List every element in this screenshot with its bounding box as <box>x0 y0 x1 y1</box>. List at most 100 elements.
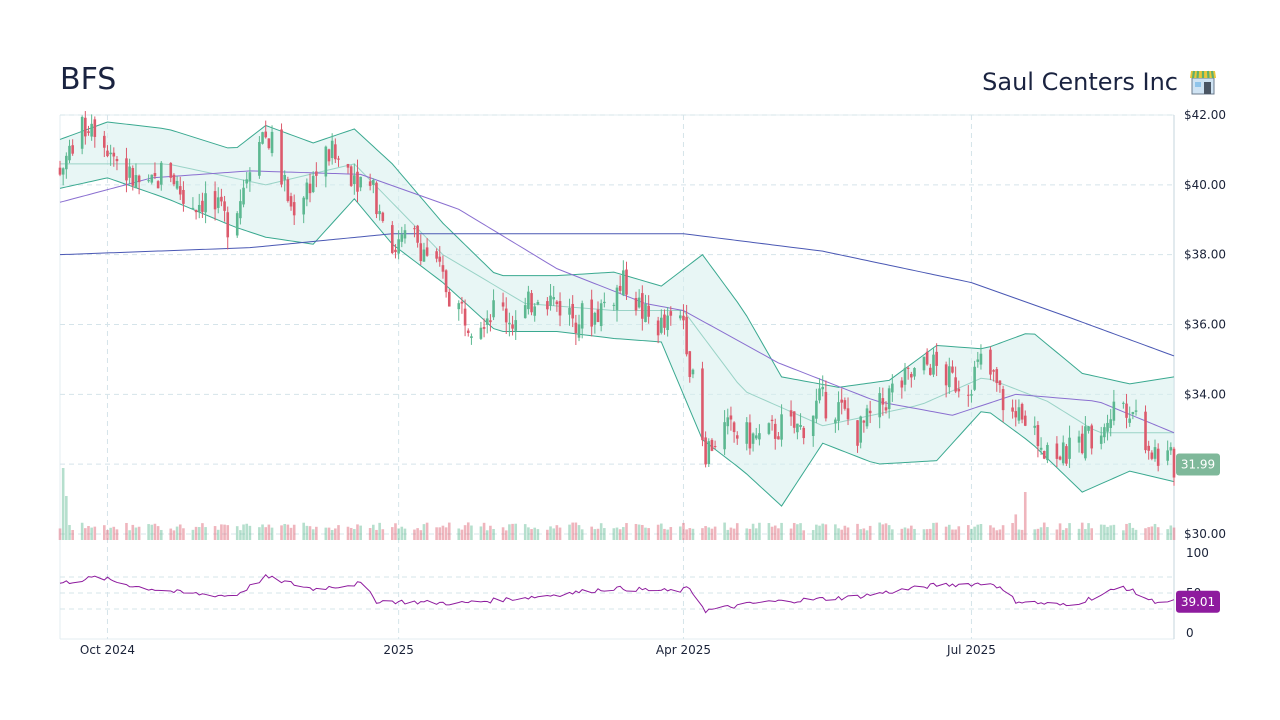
candle-body <box>843 400 847 409</box>
volume-bar <box>846 527 850 540</box>
volume-bar <box>419 530 423 540</box>
volume-bar <box>131 524 135 540</box>
price-tick-label: $36.00 <box>1184 318 1226 332</box>
candle-body <box>925 351 929 365</box>
volume-bar <box>887 525 891 540</box>
volume-bar <box>245 523 249 540</box>
volume-bar <box>929 528 932 540</box>
candle-body <box>353 175 356 185</box>
candle-body <box>603 301 606 304</box>
volume-bar <box>315 526 318 540</box>
volume-bar <box>337 525 340 540</box>
volume-bar <box>1080 522 1084 540</box>
volume-bar <box>1131 527 1135 540</box>
volume-bar <box>1058 523 1062 540</box>
volume-bar <box>637 524 641 540</box>
volume-bar <box>1033 529 1037 540</box>
candle-body <box>330 140 334 159</box>
candle-body <box>837 402 840 422</box>
candle-body <box>292 202 296 216</box>
rsi-value-label: 39.01 <box>1181 595 1215 609</box>
volume-bar <box>1011 522 1014 540</box>
candle-body <box>929 367 932 375</box>
candle-body <box>1109 419 1113 428</box>
volume-bar <box>682 522 685 540</box>
candle-body <box>1099 435 1103 444</box>
candle-body <box>1017 407 1021 421</box>
candle-body <box>678 315 682 319</box>
volume-bar <box>799 523 802 540</box>
volume-bar <box>549 526 552 540</box>
candle-body <box>368 181 372 186</box>
volume-bar <box>723 522 726 540</box>
candle-body <box>324 146 328 177</box>
volume-bar <box>1014 514 1018 540</box>
price-tick-label: $38.00 <box>1184 248 1226 262</box>
candle-body <box>799 425 802 427</box>
volume-bar <box>194 526 198 540</box>
candle-body <box>511 324 514 329</box>
volume-bar <box>732 528 736 540</box>
candle-body <box>818 388 821 401</box>
candle-body <box>394 249 397 253</box>
last-price-label: 31.99 <box>1181 458 1215 472</box>
volume-bar <box>777 528 780 540</box>
candle-body <box>315 171 318 176</box>
candle-body <box>973 366 976 390</box>
candle-body <box>248 172 252 181</box>
candle-body <box>865 408 869 427</box>
candle-body <box>713 446 717 448</box>
candle-body <box>346 163 350 168</box>
volume-bar <box>397 528 400 540</box>
volume-bar <box>1055 529 1059 540</box>
volume-bar <box>1001 525 1005 540</box>
candle-body <box>438 256 442 262</box>
date-tick-label: Oct 2024 <box>80 643 135 657</box>
volume-bar <box>159 529 163 540</box>
volume-bar <box>843 525 847 540</box>
candle-body <box>846 408 850 420</box>
candle-body <box>615 287 619 311</box>
volume-bar <box>466 522 470 540</box>
candle-body <box>995 369 999 384</box>
candle-body <box>688 351 692 377</box>
candle-body <box>153 173 157 177</box>
candle-body <box>536 302 540 305</box>
candle-body <box>770 419 774 422</box>
volume-bar <box>235 526 239 540</box>
volume-bar <box>900 528 904 540</box>
volume-bar <box>1077 528 1081 540</box>
candle-body <box>172 174 176 185</box>
candle-body <box>1001 389 1005 411</box>
volume-bar <box>115 529 119 540</box>
volume-bar <box>90 527 93 540</box>
candle-body <box>792 411 796 428</box>
candle-body <box>150 174 154 183</box>
volume-bar <box>416 528 419 540</box>
volume-bar <box>669 527 673 540</box>
candle-body <box>751 433 755 444</box>
volume-bar <box>1036 528 1040 540</box>
candle-body <box>508 322 511 325</box>
candle-body <box>710 439 714 451</box>
store-icon <box>1190 70 1216 95</box>
candle-body <box>444 270 448 293</box>
candle-body <box>707 441 711 464</box>
volume-bar <box>103 525 106 540</box>
candle-body <box>514 320 518 331</box>
volume-bar <box>261 524 264 540</box>
volume-bar <box>413 529 416 540</box>
volume-bar <box>878 522 881 540</box>
volume-bar <box>353 529 356 540</box>
candle-body <box>504 308 508 323</box>
candle-body <box>466 330 470 333</box>
volume-bar <box>470 525 473 540</box>
volume-bar <box>865 530 869 540</box>
volume-bar <box>568 524 571 540</box>
volume-bar <box>368 528 372 540</box>
candle-body <box>1169 447 1173 451</box>
date-tick-label: Apr 2025 <box>656 643 711 657</box>
candle-body <box>239 201 242 219</box>
volume-bar <box>479 526 483 540</box>
volume-bar <box>966 525 970 540</box>
